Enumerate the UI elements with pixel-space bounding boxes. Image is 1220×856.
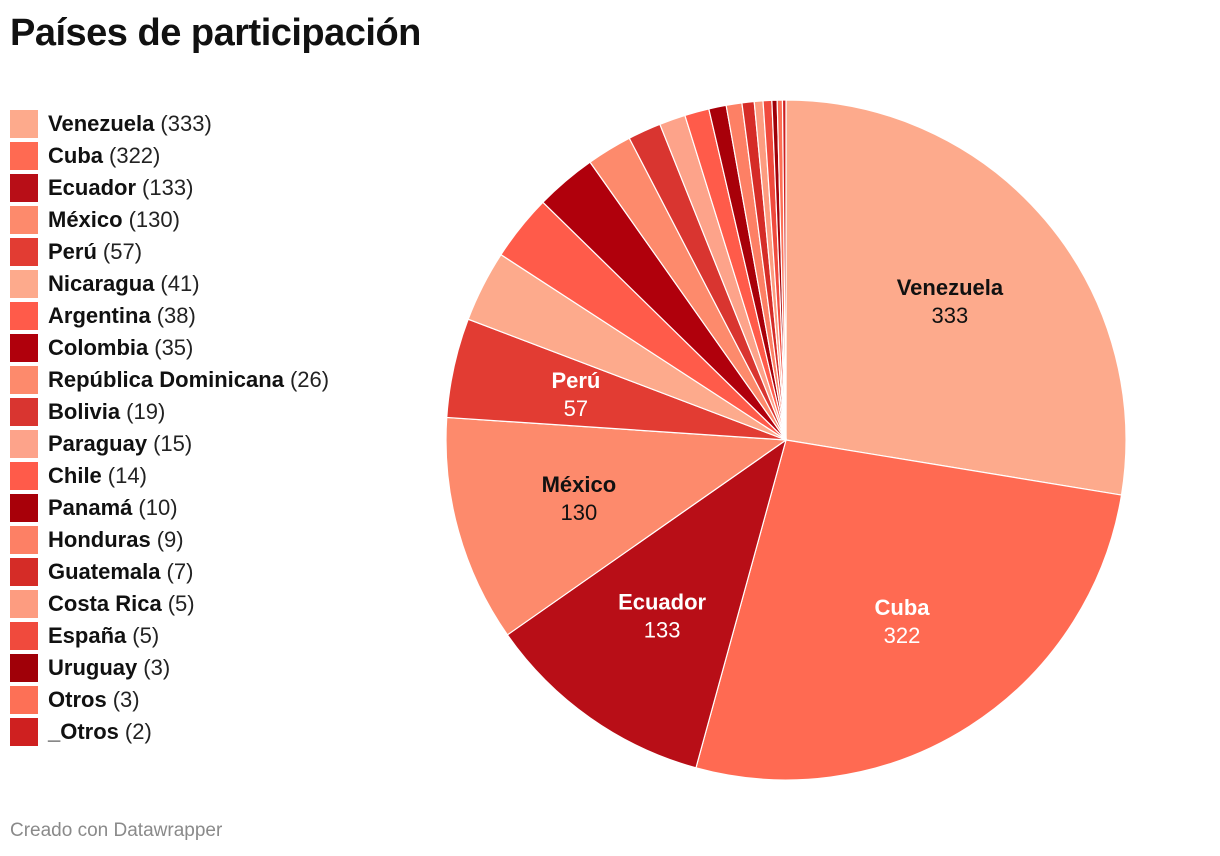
legend-item-chile: Chile14 <box>10 460 329 492</box>
legend-label: Chile <box>48 463 102 488</box>
legend-label: Nicaragua <box>48 271 155 296</box>
legend-swatch <box>10 622 38 650</box>
legend-label: Venezuela <box>48 111 155 136</box>
legend-item-guatemala: Guatemala7 <box>10 556 329 588</box>
legend-item-argentina: Argentina38 <box>10 300 329 332</box>
legend-value: 57 <box>103 239 142 265</box>
legend-swatch <box>10 206 38 234</box>
legend-swatch <box>10 238 38 266</box>
legend-swatch <box>10 494 38 522</box>
legend-label: Uruguay <box>48 655 138 680</box>
legend-item-uruguay: Uruguay3 <box>10 652 329 684</box>
legend-label: Panamá <box>48 495 133 520</box>
pie-slice-ecuador <box>506 438 788 769</box>
legend-label: Paraguay <box>48 431 148 456</box>
slice-value: 130 <box>561 500 598 525</box>
legend-label: España <box>48 623 127 648</box>
legend-value: 10 <box>138 495 177 521</box>
legend-swatch <box>10 686 38 714</box>
legend-value: 14 <box>108 463 147 489</box>
legend-value: 3 <box>143 655 170 681</box>
legend-label: Perú <box>48 239 97 264</box>
legend-value: 9 <box>157 527 184 553</box>
legend-value: 19 <box>126 399 165 425</box>
legend-label: Colombia <box>48 335 149 360</box>
legend-item-colombia: Colombia35 <box>10 332 329 364</box>
slice-value: 57 <box>564 396 588 421</box>
slice-label: Perú <box>551 368 600 393</box>
slice-value: 333 <box>932 303 969 328</box>
legend-value: 5 <box>132 623 159 649</box>
legend-value: 41 <box>160 271 199 297</box>
slice-label: Cuba <box>875 595 931 620</box>
legend-value: 130 <box>129 207 180 233</box>
pie-slice-otros <box>781 99 787 441</box>
pie-slice-venezuela <box>785 99 1127 496</box>
legend-item-otros: Otros3 <box>10 684 329 716</box>
legend-value: 133 <box>142 175 193 201</box>
legend-swatch <box>10 270 38 298</box>
legend-item-bolivia: Bolivia19 <box>10 396 329 428</box>
legend-item-costa-rica: Costa Rica5 <box>10 588 329 620</box>
legend-swatch <box>10 366 38 394</box>
legend-label: Argentina <box>48 303 151 328</box>
legend-label: Ecuador <box>48 175 137 200</box>
slice-label: Venezuela <box>897 275 1004 300</box>
legend-swatch <box>10 430 38 458</box>
legend-swatch <box>10 718 38 746</box>
legend-value: 15 <box>153 431 192 457</box>
slice-label: Ecuador <box>618 590 706 615</box>
legend-item-espana: España5 <box>10 620 329 652</box>
legend-value: 38 <box>157 303 196 329</box>
legend-swatch <box>10 398 38 426</box>
pie-slice-mexico <box>445 416 788 636</box>
legend-swatch <box>10 526 38 554</box>
legend-item-honduras: Honduras9 <box>10 524 329 556</box>
legend-value: 333 <box>160 111 211 137</box>
legend-label: Guatemala <box>48 559 161 584</box>
legend-item-panama: Panamá10 <box>10 492 329 524</box>
legend-item-republica-dominicana: República Dominicana26 <box>10 364 329 396</box>
legend-value: 7 <box>167 559 194 585</box>
legend-value: 3 <box>113 687 140 713</box>
legend-swatch <box>10 462 38 490</box>
legend-swatch <box>10 302 38 330</box>
pie-slice-cuba <box>695 439 1123 781</box>
footer-credit: Creado con Datawrapper <box>10 820 223 841</box>
legend-value: 322 <box>109 143 160 169</box>
chart-title: Países de participación <box>10 12 421 54</box>
legend-label: _Otros <box>48 719 119 744</box>
slice-value: 133 <box>644 618 681 643</box>
legend-swatch <box>10 174 38 202</box>
legend-swatch <box>10 110 38 138</box>
slice-label: México <box>542 472 617 497</box>
legend-label: Cuba <box>48 143 103 168</box>
legend-swatch <box>10 590 38 618</box>
legend-label: Bolivia <box>48 399 121 424</box>
slice-value: 322 <box>884 623 921 648</box>
legend-swatch <box>10 142 38 170</box>
legend-swatch <box>10 654 38 682</box>
chart-legend: Venezuela333Cuba322Ecuador133México130Pe… <box>10 108 329 748</box>
legend-label: Costa Rica <box>48 591 162 616</box>
legend-label: Otros <box>48 687 107 712</box>
legend-value: 35 <box>154 335 193 361</box>
legend-value: 5 <box>168 591 195 617</box>
legend-swatch <box>10 558 38 586</box>
legend-value: 26 <box>290 367 329 393</box>
legend-label: México <box>48 207 123 232</box>
legend-value: 2 <box>125 719 152 745</box>
legend-item-nicaragua: Nicaragua41 <box>10 268 329 300</box>
legend-item-otros: _Otros2 <box>10 716 329 748</box>
legend-label: República Dominicana <box>48 367 284 392</box>
legend-swatch <box>10 334 38 362</box>
legend-item-paraguay: Paraguay15 <box>10 428 329 460</box>
legend-label: Honduras <box>48 527 151 552</box>
